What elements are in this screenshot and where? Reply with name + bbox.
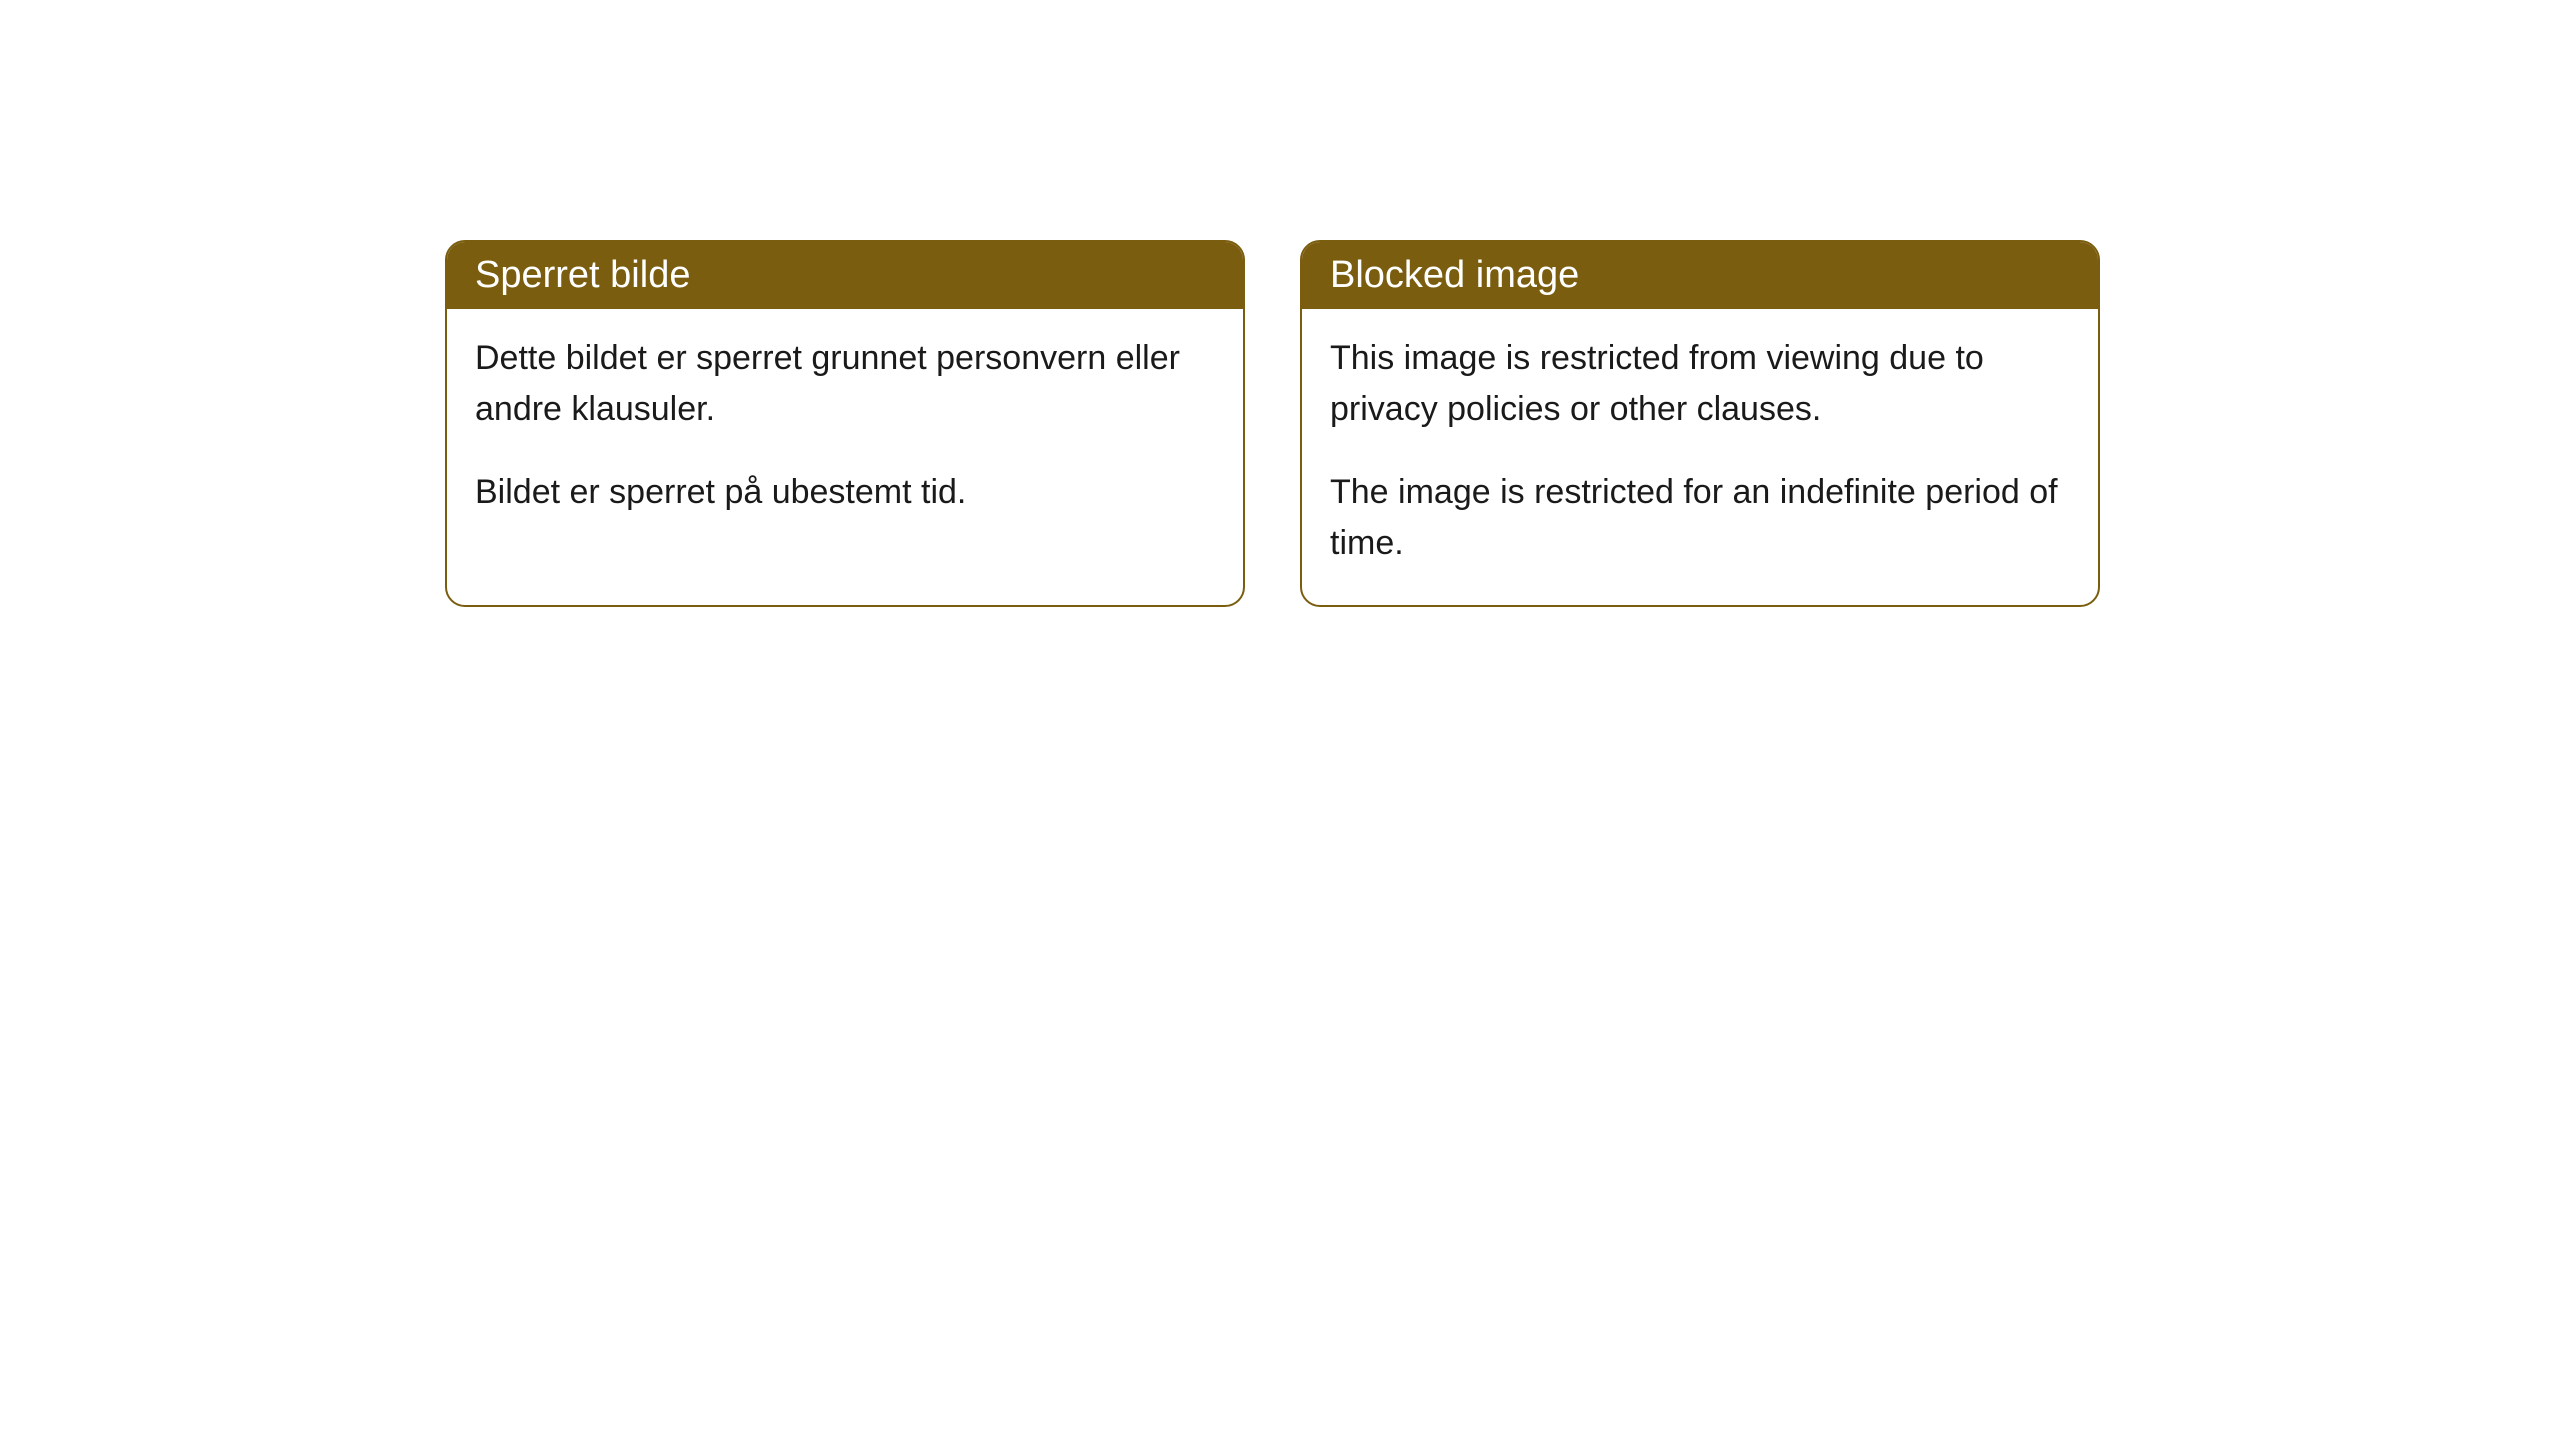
card-title: Blocked image <box>1330 254 1579 296</box>
card-header-english: Blocked image <box>1302 242 2098 309</box>
card-text-2: The image is restricted for an indefinit… <box>1330 467 2070 569</box>
card-header-norwegian: Sperret bilde <box>447 242 1243 309</box>
card-body-norwegian: Dette bildet er sperret grunnet personve… <box>447 309 1243 554</box>
card-english: Blocked image This image is restricted f… <box>1300 240 2100 607</box>
card-text-1: Dette bildet er sperret grunnet personve… <box>475 333 1215 435</box>
card-body-english: This image is restricted from viewing du… <box>1302 309 2098 605</box>
card-text-2: Bildet er sperret på ubestemt tid. <box>475 467 1215 518</box>
cards-container: Sperret bilde Dette bildet er sperret gr… <box>445 240 2100 607</box>
card-text-1: This image is restricted from viewing du… <box>1330 333 2070 435</box>
card-norwegian: Sperret bilde Dette bildet er sperret gr… <box>445 240 1245 607</box>
card-title: Sperret bilde <box>475 254 690 296</box>
